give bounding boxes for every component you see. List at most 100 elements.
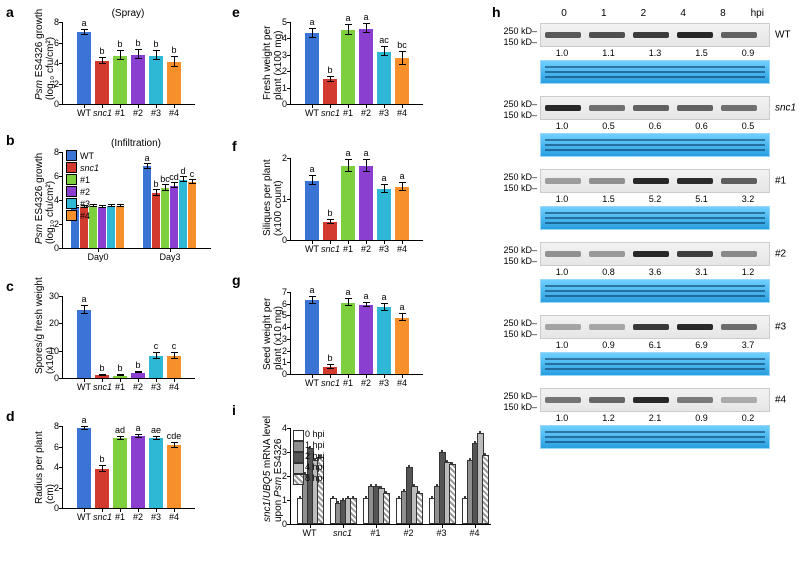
h-sample-label-#3: #3 bbox=[769, 322, 786, 333]
xlabel-e-4: #3 bbox=[375, 108, 393, 118]
bar-b-Day0-#2 bbox=[98, 207, 106, 248]
bar-f-snc1 bbox=[323, 222, 337, 240]
bar-f-#4 bbox=[395, 187, 409, 240]
h-blot-#3: 250 kD–150 kD–#3 bbox=[540, 315, 770, 339]
ylabel-g: Seed weight perplant (x10 mg) bbox=[262, 298, 284, 370]
panel-f-label: f bbox=[232, 138, 237, 154]
ylabel-b: Psm ES4326 growth(log₁₀ cfu/cm²) bbox=[34, 153, 56, 244]
h-blot-#4: 250 kD–150 kD–#4 bbox=[540, 388, 770, 412]
xlabel-i-0: WT bbox=[295, 528, 324, 538]
bar-d-WT bbox=[77, 428, 91, 508]
chart-g: 01234567aWTbsnc1a#1a#2a#3a#4 bbox=[290, 292, 423, 375]
bar-b-Day0-#3 bbox=[107, 206, 115, 248]
xlabel-e-0: WT bbox=[303, 108, 321, 118]
xlabel-c-3: #2 bbox=[129, 382, 147, 392]
h-sample-label-#1: #1 bbox=[769, 176, 786, 187]
xlabel-f-4: #3 bbox=[375, 244, 393, 254]
h-values-#4: 1.01.22.10.90.2 bbox=[540, 412, 770, 423]
xlabel-a-4: #3 bbox=[147, 108, 165, 118]
xlabel-i-2: #1 bbox=[361, 528, 390, 538]
h-sample-#3: 250 kD–150 kD–#31.00.96.16.93.7 bbox=[540, 315, 770, 376]
h-sample-label-#2: #2 bbox=[769, 249, 786, 260]
xlabel-i-4: #3 bbox=[427, 528, 456, 538]
xlabel-c-2: #1 bbox=[111, 382, 129, 392]
xlabel-d-4: #3 bbox=[147, 512, 165, 522]
h-blot-#2: 250 kD–150 kD–#2 bbox=[540, 242, 770, 266]
bar-b-Day3-#4 bbox=[188, 182, 196, 248]
xlabel-d-2: #1 bbox=[111, 512, 129, 522]
bar-d-snc1 bbox=[95, 469, 109, 508]
chart-c: 0102030aWTbsnc1b#1b#2c#3c#4 bbox=[62, 296, 195, 379]
legend-b: WTsnc1#1#2#3#4 bbox=[66, 150, 99, 222]
xlabel-g-2: #1 bbox=[339, 378, 357, 388]
h-sample-label-WT: WT bbox=[769, 30, 791, 41]
xlabel-g-3: #2 bbox=[357, 378, 375, 388]
bar-i-#4-4 bbox=[482, 455, 489, 524]
h-values-WT: 1.01.11.31.50.9 bbox=[540, 47, 770, 58]
chart-a: 02468aWTbsnc1b#1b#2b#3b#4 bbox=[62, 22, 195, 105]
bar-a-#1 bbox=[113, 56, 127, 104]
legend-i-item-3: 4 hpi bbox=[305, 462, 325, 472]
xlabel-g-4: #3 bbox=[375, 378, 393, 388]
bar-e-WT bbox=[305, 33, 319, 104]
panel-d-label: d bbox=[6, 408, 15, 424]
bar-c-#3 bbox=[149, 356, 163, 378]
xlabel-i-1: snc1 bbox=[328, 528, 357, 538]
legend-i-item-2: 2 hpi bbox=[305, 451, 325, 461]
xlabel-e-2: #1 bbox=[339, 108, 357, 118]
xlabel-c-1: snc1 bbox=[93, 382, 111, 392]
bar-i-#2-4 bbox=[416, 493, 423, 524]
ylabel-e: Fresh weight perplant (x100 mg) bbox=[262, 26, 284, 100]
bar-g-#1 bbox=[341, 303, 355, 374]
h-values-#1: 1.01.55.25.13.2 bbox=[540, 193, 770, 204]
h-cbb-#3 bbox=[540, 352, 770, 376]
bar-c-#4 bbox=[167, 356, 181, 378]
bar-e-#2 bbox=[359, 29, 373, 104]
bar-d-#2 bbox=[131, 436, 145, 508]
bar-b-Day3-snc1 bbox=[152, 193, 160, 248]
h-sample-#4: 250 kD–150 kD–#41.01.22.10.90.2 bbox=[540, 388, 770, 449]
panel-g-label: g bbox=[232, 272, 241, 288]
bar-b-Day3-#2 bbox=[170, 186, 178, 248]
bar-i-#3-4 bbox=[449, 464, 456, 524]
chart-d: 02468aWTbsnc1ad#1a#2ae#3cde#4 bbox=[62, 426, 195, 509]
xlabel-f-3: #2 bbox=[357, 244, 375, 254]
bar-d-#3 bbox=[149, 438, 163, 508]
panel-b-label: b bbox=[6, 132, 15, 148]
ylabel-a: Psm ES4326 growth(log₁₀ cfu/cm²) bbox=[34, 9, 56, 100]
bar-f-#1 bbox=[341, 166, 355, 240]
chart-f: 012aWTbsnc1a#1a#2a#3a#4 bbox=[290, 158, 423, 241]
bar-e-#3 bbox=[377, 52, 391, 104]
bar-a-#4 bbox=[167, 62, 181, 104]
legend-i-item-1: 1 hpi bbox=[305, 440, 325, 450]
xlabel-d-5: #4 bbox=[165, 512, 183, 522]
bar-a-#2 bbox=[131, 55, 145, 104]
h-sample-#1: 250 kD–150 kD–#11.01.55.25.13.2 bbox=[540, 169, 770, 230]
xlabel-g-0: WT bbox=[303, 378, 321, 388]
xlabel-e-1: snc1 bbox=[321, 108, 339, 118]
h-hpi-header: 01248hpi bbox=[540, 8, 770, 19]
bar-i-#1-4 bbox=[383, 493, 390, 524]
h-values-#2: 1.00.83.63.11.2 bbox=[540, 266, 770, 277]
ylabel-i: snc1/UBQ5 mRNA levelupon Psm ES4326 bbox=[262, 416, 284, 522]
h-sample-WT: 250 kD–150 kD–WT1.01.11.31.50.9 bbox=[540, 23, 770, 84]
panel-c-label: c bbox=[6, 278, 14, 294]
bar-e-#1 bbox=[341, 30, 355, 104]
panel-h-label: h bbox=[492, 4, 501, 20]
panel-e-label: e bbox=[232, 4, 240, 20]
bar-b-Day0-#4 bbox=[116, 206, 124, 248]
bar-a-WT bbox=[77, 32, 91, 104]
xlabel-f-5: #4 bbox=[393, 244, 411, 254]
xlabel-i-5: #4 bbox=[460, 528, 489, 538]
h-values-#3: 1.00.96.16.93.7 bbox=[540, 339, 770, 350]
bar-g-#2 bbox=[359, 305, 373, 374]
bar-e-snc1 bbox=[323, 79, 337, 104]
h-sample-#2: 250 kD–150 kD–#21.00.83.63.11.2 bbox=[540, 242, 770, 303]
bar-f-WT bbox=[305, 181, 319, 240]
bar-f-#2 bbox=[359, 166, 373, 240]
ylabel-c: Spores/g fresh weight(x10⁴) bbox=[34, 277, 56, 374]
h-blot-snc1: 250 kD–150 kD–snc1 bbox=[540, 96, 770, 120]
chart-e: 012345aWTbsnc1a#1a#2ac#3bc#4 bbox=[290, 22, 423, 105]
bar-g-WT bbox=[305, 300, 319, 374]
xlabel-g-5: #4 bbox=[393, 378, 411, 388]
